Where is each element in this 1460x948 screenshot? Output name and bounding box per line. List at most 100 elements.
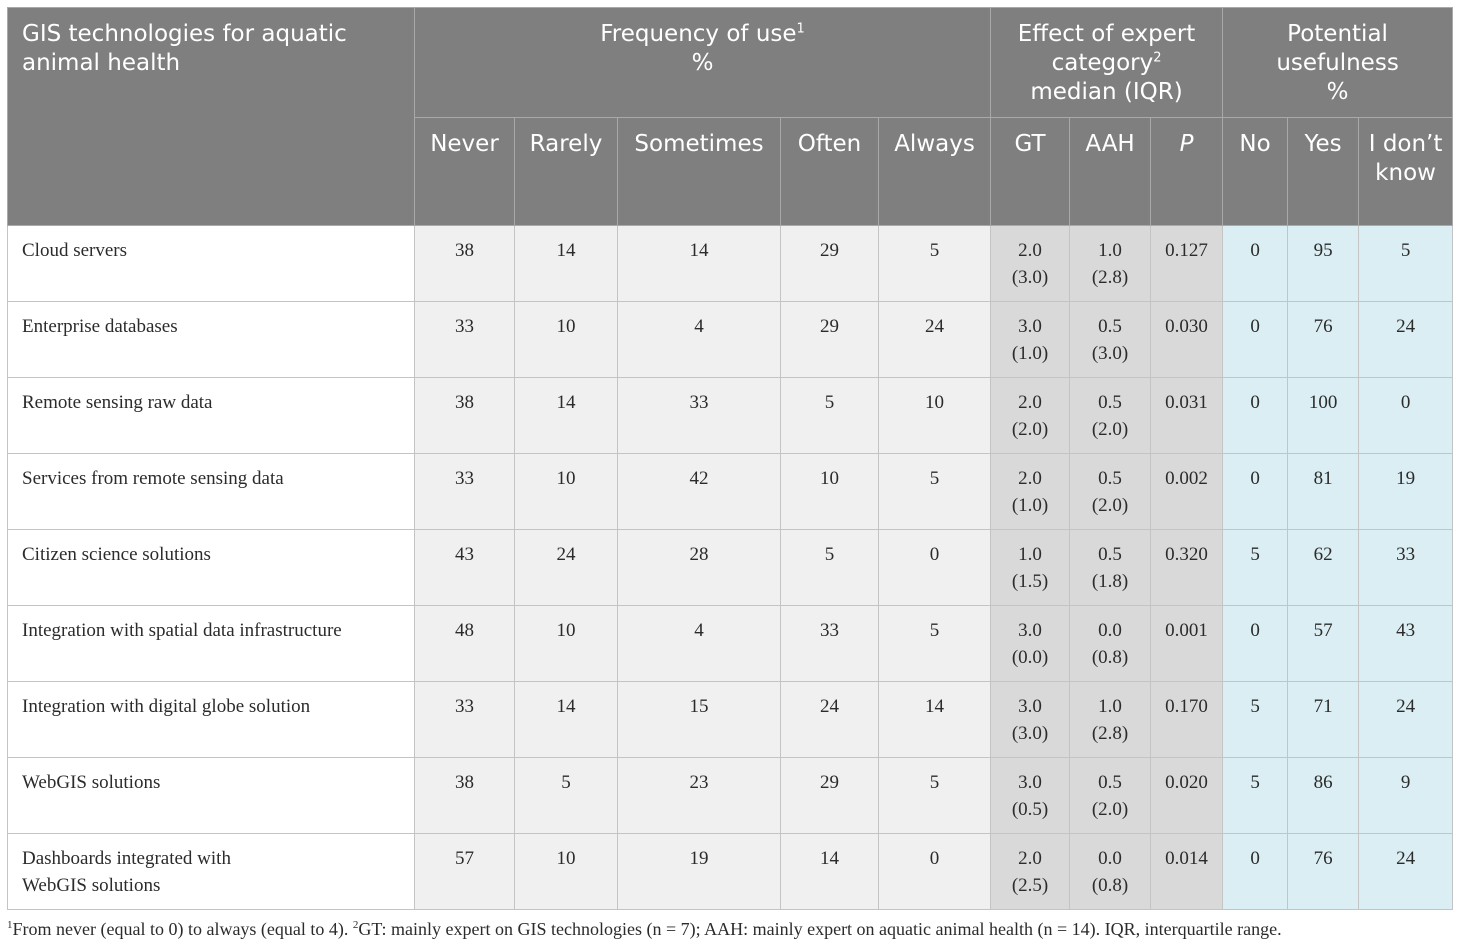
cell-aah-iqr: (2.8): [1091, 723, 1129, 744]
cell-aah-median: 0.5: [1098, 316, 1122, 337]
effect-footnote-mark: 2: [1153, 50, 1162, 66]
row-label: Integration with spatial data infrastruc…: [7, 605, 415, 682]
header-effect-of-expert-category: Effect of expert category2 median (IQR): [990, 7, 1224, 118]
cell-aah-iqr: (1.8): [1091, 571, 1129, 592]
cell-aah-median: 0.5: [1098, 392, 1122, 413]
header-rarely: Rarely: [514, 117, 618, 226]
cell-gt-iqr: (0.5): [1011, 799, 1049, 820]
table-row: Integration with spatial data infrastruc…: [7, 605, 1454, 682]
row-label-line1: WebGIS solutions: [22, 772, 161, 793]
cell-often: 10: [780, 453, 879, 530]
cell-aah-iqr: (2.8): [1091, 267, 1129, 288]
effect-title-line2: category: [1051, 50, 1154, 76]
cell-gt: 2.0 (1.0): [990, 453, 1071, 530]
cell-aah: 0.5 (2.0): [1069, 377, 1152, 454]
cell-gt: 3.0 (0.5): [990, 757, 1071, 834]
cell-sometimes: 14: [617, 225, 781, 302]
cell-gt-iqr: (3.0): [1011, 267, 1049, 288]
cell-dont-know: 5: [1358, 225, 1454, 302]
cell-gt-iqr: (2.5): [1011, 875, 1049, 896]
cell-gt-median: 3.0: [1018, 772, 1042, 793]
cell-rarely: 5: [514, 757, 618, 834]
cell-never: 33: [414, 301, 515, 378]
cell-never: 38: [414, 757, 515, 834]
header-potential-usefulness: Potential usefulness %: [1222, 7, 1454, 118]
cell-dont-know: 24: [1358, 301, 1454, 378]
cell-aah: 0.0 (0.8): [1069, 833, 1152, 910]
cell-yes: 76: [1287, 301, 1360, 378]
cell-no: 0: [1222, 605, 1289, 682]
effect-title-line3: median (IQR): [1030, 79, 1183, 105]
row-label-line1: Enterprise databases: [22, 316, 178, 337]
cell-sometimes: 4: [617, 605, 781, 682]
header-no: No: [1222, 117, 1289, 226]
cell-gt: 1.0 (1.5): [990, 529, 1071, 606]
cell-p-value: 0.170: [1150, 681, 1224, 758]
cell-dont-know: 24: [1358, 833, 1454, 910]
row-label-line1: Cloud servers: [22, 240, 128, 261]
cell-rarely: 14: [514, 377, 618, 454]
cell-aah-iqr: (2.0): [1091, 799, 1129, 820]
cell-no: 5: [1222, 757, 1289, 834]
cell-aah: 1.0 (2.8): [1069, 225, 1152, 302]
cell-aah-median: 0.5: [1098, 544, 1122, 565]
header-p-value: P: [1150, 117, 1224, 226]
cell-gt: 3.0 (0.0): [990, 605, 1071, 682]
cell-rarely: 10: [514, 301, 618, 378]
table-row: Remote sensing raw data 38 14 33 5 10 2.0 (2.0)…: [7, 377, 1454, 454]
cell-p-value: 0.127: [1150, 225, 1224, 302]
cell-no: 0: [1222, 453, 1289, 530]
header-gt: GT: [990, 117, 1071, 226]
cell-rarely: 24: [514, 529, 618, 606]
frequency-title: Frequency of use: [600, 21, 797, 47]
cell-aah-median: 1.0: [1098, 240, 1122, 261]
header-dont-know: I don’t know: [1358, 117, 1454, 226]
header-technologies: GIS technologies for aquatic animal heal…: [7, 7, 415, 226]
cell-aah: 0.5 (3.0): [1069, 301, 1152, 378]
header-yes: Yes: [1287, 117, 1360, 226]
cell-no: 0: [1222, 377, 1289, 454]
cell-aah-median: 0.0: [1098, 848, 1122, 869]
usefulness-title-line1: Potential: [1287, 21, 1388, 47]
cell-gt-median: 3.0: [1018, 316, 1042, 337]
cell-aah-iqr: (2.0): [1091, 419, 1129, 440]
table-row: WebGIS solutions 38 5 23 29 5 3.0 (0.5) 0.5 (2.0)…: [7, 757, 1454, 834]
cell-gt-median: 2.0: [1018, 848, 1042, 869]
cell-gt: 3.0 (3.0): [990, 681, 1071, 758]
cell-dont-know: 33: [1358, 529, 1454, 606]
cell-rarely: 14: [514, 681, 618, 758]
cell-yes: 62: [1287, 529, 1360, 606]
cell-dont-know: 43: [1358, 605, 1454, 682]
cell-gt-iqr: (3.0): [1011, 723, 1049, 744]
cell-sometimes: 15: [617, 681, 781, 758]
row-label-line1: Integration with spatial data infrastruc…: [22, 620, 342, 641]
cell-rarely: 10: [514, 453, 618, 530]
cell-yes: 81: [1287, 453, 1360, 530]
cell-p-value: 0.014: [1150, 833, 1224, 910]
row-label: Enterprise databases: [7, 301, 415, 378]
cell-often: 29: [780, 301, 879, 378]
row-label-line1: Integration with digital globe solution: [22, 696, 311, 717]
row-label: Integration with digital globe solution: [7, 681, 415, 758]
data-table-container: GIS technologies for aquatic animal heal…: [7, 7, 1454, 910]
usefulness-title-line2: usefulness: [1276, 50, 1399, 76]
table-row: Enterprise databases 33 10 4 29 24 3.0 (1.0) 0.5…: [7, 301, 1454, 378]
cell-sometimes: 19: [617, 833, 781, 910]
row-label-line2: WebGIS solutions: [22, 875, 161, 896]
cell-aah: 0.5 (2.0): [1069, 453, 1152, 530]
cell-aah-iqr: (2.0): [1091, 495, 1129, 516]
cell-gt-iqr: (1.0): [1011, 343, 1049, 364]
cell-yes: 57: [1287, 605, 1360, 682]
gis-technologies-table: GIS technologies for aquatic animal heal…: [7, 7, 1454, 910]
cell-dont-know: 0: [1358, 377, 1454, 454]
header-aah: AAH: [1069, 117, 1152, 226]
cell-always: 5: [877, 605, 992, 682]
cell-aah-iqr: (0.8): [1091, 647, 1129, 668]
cell-always: 0: [877, 833, 992, 910]
cell-always: 5: [877, 757, 992, 834]
cell-rarely: 10: [514, 833, 618, 910]
table-row: Dashboards integrated with WebGIS solutio…: [7, 833, 1454, 910]
cell-never: 43: [414, 529, 515, 606]
cell-yes: 100: [1287, 377, 1360, 454]
cell-p-value: 0.020: [1150, 757, 1224, 834]
